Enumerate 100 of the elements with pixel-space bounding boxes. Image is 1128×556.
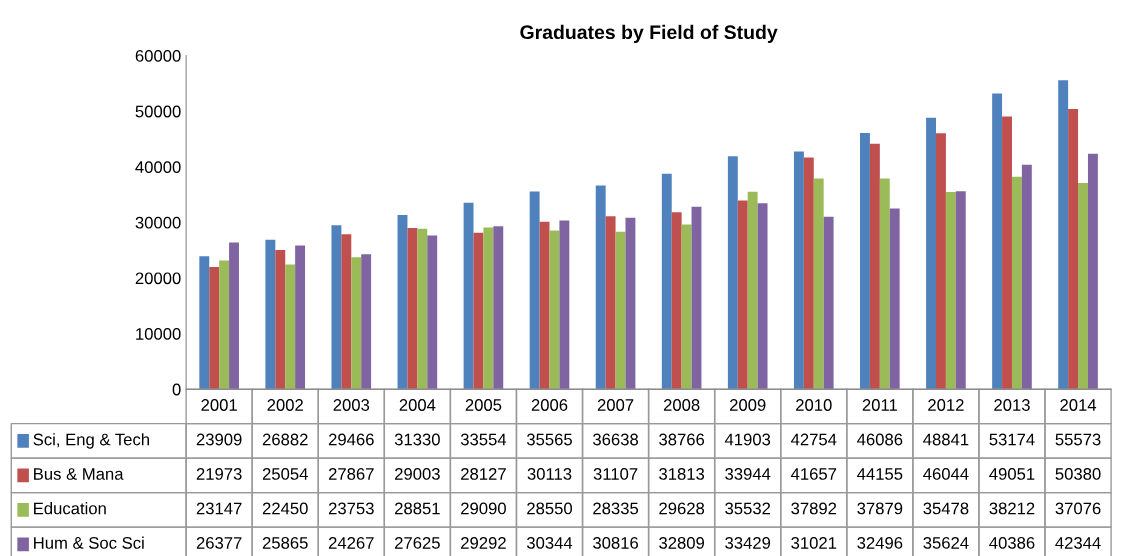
bar	[1087, 153, 1098, 390]
data-label: 42344	[1055, 537, 1101, 549]
data-label: 29003	[395, 468, 440, 480]
bar	[813, 178, 824, 390]
x-tick-label: 2006	[531, 399, 568, 411]
data-label: 29292	[461, 537, 506, 549]
bar	[793, 151, 804, 390]
bar	[803, 157, 814, 390]
bar	[945, 191, 956, 390]
bar	[860, 132, 870, 390]
data-label: 46044	[923, 468, 969, 480]
bar	[691, 206, 702, 390]
bar	[671, 212, 682, 390]
bar	[681, 224, 692, 390]
data-label: 46086	[857, 433, 903, 446]
bar	[361, 254, 372, 390]
bar	[407, 227, 418, 390]
bar	[889, 208, 900, 390]
data-label: 38766	[659, 433, 705, 446]
bar	[605, 216, 616, 390]
bar	[955, 191, 966, 390]
bar	[539, 221, 550, 390]
data-label: 23753	[328, 502, 374, 515]
data-label: 30344	[526, 537, 573, 549]
data-label: 27625	[395, 537, 440, 549]
data-label: 55573	[1055, 433, 1101, 446]
bar	[351, 257, 362, 390]
data-label: 28550	[527, 502, 573, 515]
bar	[1078, 183, 1088, 390]
bar	[209, 267, 220, 390]
bar	[219, 260, 230, 390]
legend-label: Education	[34, 502, 106, 515]
data-label: 38212	[989, 502, 1035, 515]
data-label: 29628	[659, 502, 705, 515]
bar	[463, 202, 474, 390]
data-label: 28127	[461, 468, 506, 480]
data-label: 49051	[989, 468, 1035, 480]
data-label: 28851	[395, 502, 440, 515]
bar	[341, 234, 352, 390]
bar	[549, 230, 560, 390]
legend-label: Bus & Mana	[34, 468, 124, 480]
bar	[559, 220, 570, 390]
bar	[1058, 80, 1069, 390]
data-label: 53174	[989, 433, 1035, 446]
data-label: 23909	[196, 433, 242, 446]
y-tick-label: 60000	[135, 50, 181, 62]
data-label: 29466	[328, 433, 374, 446]
bar	[757, 203, 768, 390]
bar	[1011, 176, 1022, 390]
bar	[275, 249, 286, 390]
data-label: 40386	[989, 537, 1035, 549]
data-label: 35624	[923, 537, 969, 549]
bar	[615, 231, 626, 390]
y-tick-label: 10000	[136, 328, 181, 340]
bar	[417, 228, 428, 390]
x-tick-label: 2014	[1060, 399, 1097, 411]
data-label: 35565	[526, 433, 572, 446]
data-label: 30113	[527, 468, 572, 480]
bar	[737, 200, 748, 390]
data-label: 24267	[328, 537, 374, 549]
data-label: 32809	[659, 537, 705, 549]
data-label: 44155	[857, 468, 903, 480]
data-label: 37076	[1055, 502, 1101, 515]
data-label: 41903	[724, 433, 771, 446]
bar	[869, 143, 880, 390]
bar	[265, 239, 276, 390]
x-tick-label: 2011	[862, 399, 897, 411]
y-tick-label: 40000	[135, 161, 181, 173]
x-tick-label: 2005	[465, 399, 502, 411]
data-label: 31813	[659, 468, 705, 480]
legend-label: Sci, Eng & Tech	[33, 433, 149, 449]
data-label: 33554	[460, 433, 507, 446]
bar	[1021, 164, 1032, 390]
x-tick-label: 2013	[994, 399, 1030, 411]
bar	[529, 191, 540, 390]
bar	[1002, 116, 1012, 390]
data-label: 30816	[593, 537, 639, 549]
bar	[483, 227, 494, 390]
x-tick-label: 2010	[796, 399, 832, 411]
y-tick-label: 30000	[135, 216, 181, 229]
legend-label: Hum & Soc Sci	[34, 536, 144, 549]
bar	[595, 185, 606, 390]
data-label: 50380	[1055, 468, 1101, 480]
bar	[427, 235, 438, 390]
bar	[625, 217, 636, 390]
data-label: 35478	[923, 502, 969, 515]
bar	[331, 225, 342, 390]
bar	[1068, 109, 1079, 390]
bar	[992, 93, 1003, 390]
data-label: 26377	[196, 537, 242, 549]
data-label: 37892	[791, 502, 837, 515]
chart-title: Graduates by Field of Study	[520, 24, 778, 43]
x-tick-label: 2007	[597, 399, 634, 411]
data-label: 32496	[857, 537, 903, 549]
y-tick-label: 20000	[135, 272, 181, 285]
x-tick-label: 2004	[399, 399, 436, 411]
bar	[926, 117, 936, 390]
data-label: 29090	[461, 502, 506, 515]
bar	[936, 133, 946, 390]
bar	[473, 232, 484, 390]
